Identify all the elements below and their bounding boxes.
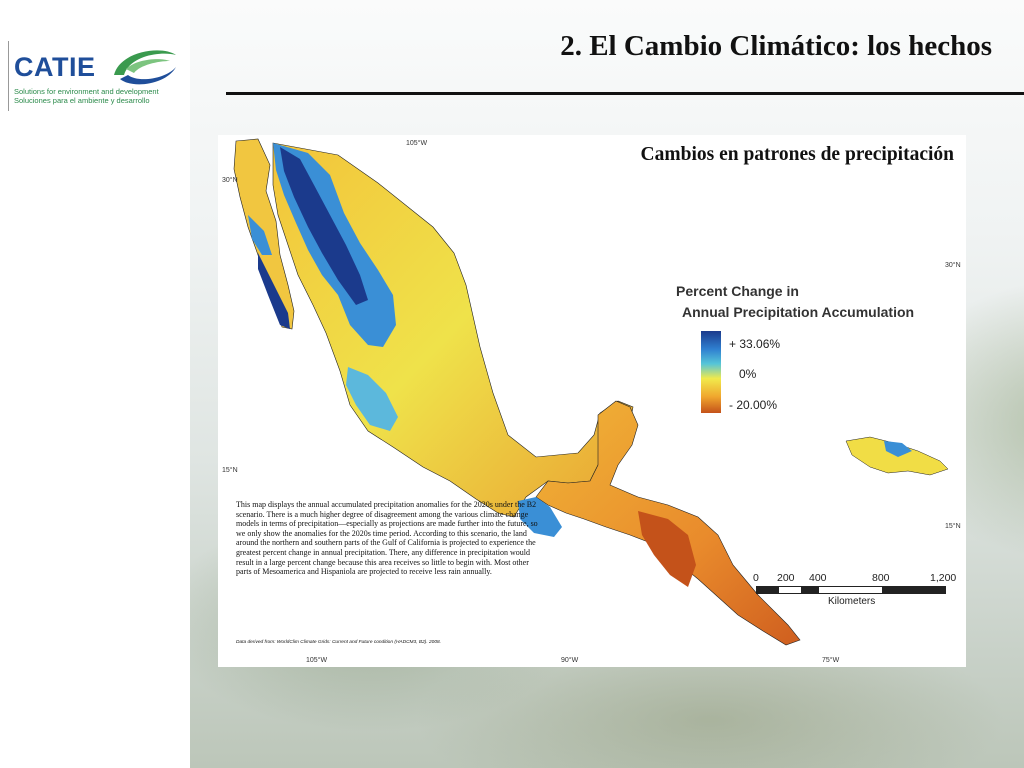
scale-tick-800: 800 bbox=[872, 572, 890, 584]
coord-right-30n: 30°N bbox=[945, 262, 961, 269]
central-blue-patch bbox=[346, 367, 398, 431]
map-subtitle: Cambios en patrones de precipitación bbox=[640, 144, 954, 165]
coord-bottom-105w: 105°W bbox=[306, 657, 328, 664]
scale-tick-200: 200 bbox=[777, 572, 795, 584]
data-source-note: Data derived from: WorldClim Climate Gri… bbox=[236, 640, 442, 645]
scale-tick-0: 0 bbox=[753, 572, 759, 584]
map-description: This map displays the annual accumulated… bbox=[236, 500, 538, 577]
baja-south-wet bbox=[258, 253, 290, 329]
coord-left-15n: 15°N bbox=[222, 467, 238, 474]
logo-tagline-es: Soluciones para el ambiente y desarrollo bbox=[14, 96, 150, 105]
legend-title-line2: Annual Precipitation Accumulation bbox=[682, 304, 915, 320]
left-white-strip bbox=[0, 0, 190, 768]
coord-top-105w: 105°W bbox=[406, 140, 428, 147]
scale-unit-label: Kilometers bbox=[828, 596, 876, 607]
guatemala-blue bbox=[518, 497, 562, 537]
legend-max-label: + 33.06% bbox=[729, 337, 781, 351]
title-underline bbox=[226, 92, 1024, 95]
logo-wordmark: CATIE bbox=[14, 52, 96, 82]
scale-bar bbox=[756, 586, 946, 594]
legend-min-label: - 20.00% bbox=[729, 398, 778, 412]
logo-divider bbox=[8, 41, 9, 111]
coord-left-30n: 30°N bbox=[222, 177, 238, 184]
legend-mid-label: 0% bbox=[739, 367, 757, 381]
baja-mid-blue bbox=[248, 215, 272, 255]
slide-title: 2. El Cambio Climático: los hechos bbox=[560, 30, 992, 62]
coord-bottom-90w: 90°W bbox=[561, 657, 579, 664]
coord-bottom-75w: 75°W bbox=[822, 657, 840, 664]
map-drawing bbox=[233, 138, 949, 646]
scale-tick-1200: 1,200 bbox=[930, 572, 957, 584]
catie-logo: CATIE Solutions for environment and deve… bbox=[8, 41, 182, 111]
gulf-core-dark bbox=[280, 147, 368, 305]
hispaniola-blue bbox=[884, 441, 912, 457]
coord-right-15n: 15°N bbox=[945, 523, 961, 530]
scale-tick-400: 400 bbox=[809, 572, 827, 584]
precipitation-map: Cambios en patrones de precipitación 105… bbox=[218, 135, 966, 667]
logo-tagline-en: Solutions for environment and developmen… bbox=[14, 87, 159, 96]
logo-swoosh-icon bbox=[114, 50, 176, 85]
legend-title-line1: Percent Change in bbox=[676, 283, 799, 299]
legend-color-ramp bbox=[701, 331, 721, 413]
central-america-dry-core bbox=[638, 511, 696, 587]
